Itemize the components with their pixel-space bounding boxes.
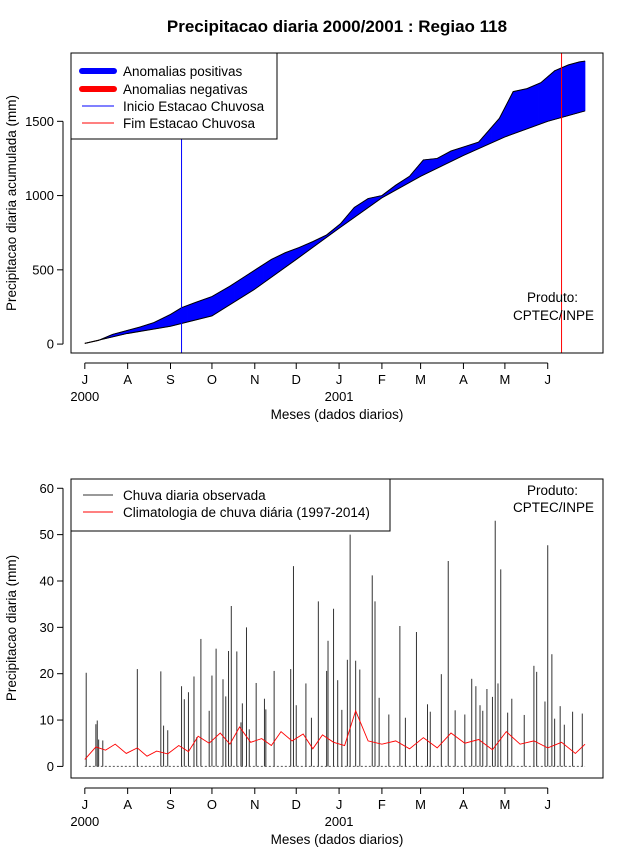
plot1-x-tick-label: O (207, 372, 217, 387)
plot2-y-tick-label: 30 (40, 620, 54, 635)
legend-label-rainy-end: Fim Estacao Chuvosa (123, 116, 256, 131)
plot1-x-tick-label: J (336, 372, 343, 387)
chart-title: Precipitacao diaria 2000/2001 : Regiao 1… (167, 17, 507, 36)
plot2-x-tick-label: J (82, 797, 89, 812)
observed-cumulative-line (84, 60, 586, 344)
plot1-y-tick-label: 0 (47, 337, 54, 352)
plot1-y-tick-label: 1000 (25, 188, 54, 203)
plot1-annotation-line1: Produto: (527, 290, 578, 305)
legend-label-climatology: Climatologia de chuva diária (1997-2014) (123, 505, 370, 520)
plot1-x-tick-label: J (82, 372, 89, 387)
plot2-legend-box (70, 478, 391, 532)
plot2-y-tick-label: 50 (40, 527, 54, 542)
plot2-year-label: 2000 (70, 814, 99, 829)
plot1-year-label: 2000 (70, 389, 99, 404)
plot2-x-tick-label: J (336, 797, 343, 812)
plot2-y-tick-label: 0 (47, 759, 54, 774)
plot2-xlabel: Meses (dados diarios) (271, 832, 404, 847)
plot2-x-tick-label: N (250, 797, 259, 812)
cumulative-precipitation-chart: 0 500 1000 1500 J A S O N D J F M A M J 2000 2001 (25, 53, 586, 404)
plot2-x-tick-label: O (207, 797, 217, 812)
plot1-x-tick-label: M (499, 372, 510, 387)
legend-label-rainy-start: Inicio Estacao Chuvosa (123, 99, 265, 114)
plot1-ylabel: Precipitacao diaria acumulada (mm) (4, 95, 19, 311)
legend-label-positive-anomaly: Anomalias positivas (123, 64, 243, 79)
plot1-x-tick-label: J (544, 372, 551, 387)
plot1-y-tick-label: 500 (32, 262, 54, 277)
legend-label-observed-rain: Chuva diaria observada (123, 488, 266, 503)
plot1-xlabel: Meses (dados diarios) (271, 407, 404, 422)
plot2-year-label: 2001 (325, 814, 354, 829)
plot1-annotation-line2: CPTEC/INPE (513, 308, 594, 323)
plot2-ylabel: Precipitacao diaria (mm) (4, 555, 19, 701)
plot1-x-tick-label: A (123, 372, 132, 387)
legend-label-negative-anomaly: Anomalias negativas (123, 82, 248, 97)
plot2-annotation-line1: Produto: (527, 483, 578, 498)
plot1-legend: Anomalias positivas Anomalias negativas … (70, 52, 278, 140)
plot1-x-tick-label: S (166, 372, 175, 387)
plot2-x-tick-label: S (166, 797, 175, 812)
plot2-legend: Chuva diaria observada Climatologia de c… (70, 478, 391, 532)
plot2-y-tick-label: 10 (40, 713, 54, 728)
climatology-cumulative-line (84, 110, 586, 344)
positive-anomaly-segment (583, 60, 586, 112)
plot1-x-tick-label: M (415, 372, 426, 387)
plot2-y-tick-label: 60 (40, 481, 54, 496)
plot2-x-tick-label: J (544, 797, 551, 812)
daily-precipitation-chart: 0 10 20 30 40 50 60 J A S O N D J F M A M J 2000 2001 (40, 481, 586, 829)
plot1-y-tick-label: 1500 (25, 114, 54, 129)
plot1-legend-box (70, 52, 278, 140)
plot2-x-tick-label: M (415, 797, 426, 812)
plot2-annotation-line2: CPTEC/INPE (513, 500, 594, 515)
plot2-y-tick-label: 40 (40, 573, 54, 588)
plot1-x-tick-label: A (459, 372, 468, 387)
plot1-x-tick-label: F (378, 372, 386, 387)
plot2-x-tick-label: D (292, 797, 301, 812)
plot2-x-tick-label: M (499, 797, 510, 812)
plot2-y-tick-label: 20 (40, 666, 54, 681)
plot1-x-tick-label: N (250, 372, 259, 387)
plot2-x-tick-label: F (378, 797, 386, 812)
plot1-x-tick-label: D (292, 372, 301, 387)
climatology-daily-line (84, 709, 586, 760)
plot1-year-label: 2001 (325, 389, 354, 404)
plot2-x-tick-label: A (123, 797, 132, 812)
plot1-frame (70, 52, 604, 354)
plot2-x-tick-label: A (459, 797, 468, 812)
